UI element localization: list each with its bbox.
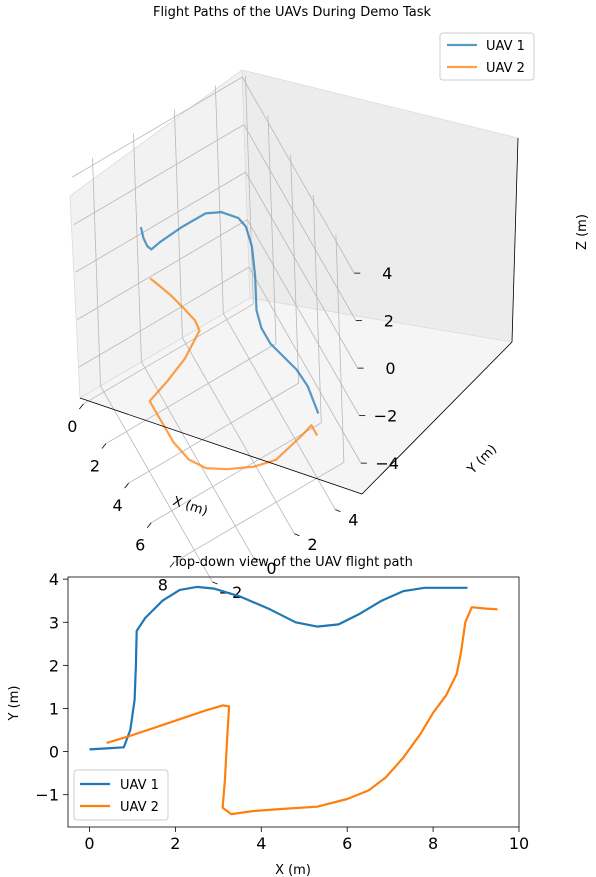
chart-3d-title: Flight Paths of the UAVs During Demo Tas… xyxy=(153,5,432,20)
x-axis-label-2d: X (m) xyxy=(275,863,311,877)
y-tick-mark xyxy=(253,557,259,561)
legend-3d: UAV 1 UAV 2 xyxy=(439,32,535,81)
y-axis-line xyxy=(361,341,513,495)
y-tick-label-2d: 0 xyxy=(49,743,59,762)
x-tick-label-2d: 10 xyxy=(509,834,529,853)
chart-2d-title: Top-down view of the UAV flight path xyxy=(172,555,413,570)
grid-z-back xyxy=(241,76,355,274)
grid-x-back xyxy=(312,194,322,423)
grid-z-back xyxy=(248,266,362,464)
grid-x-back xyxy=(335,234,345,463)
x-tick-mark xyxy=(124,482,129,489)
x-tick-label: 4 xyxy=(113,496,123,515)
x-tick-label: 2 xyxy=(90,457,100,476)
grid-x-back xyxy=(244,75,254,304)
legend-2d: UAV 1 UAV 2 xyxy=(73,769,169,821)
path-2d-uav1 xyxy=(89,585,468,751)
y-tick-label: 4 xyxy=(348,511,358,530)
grid-y-floor xyxy=(223,313,336,510)
z-tick-label: 4 xyxy=(382,264,392,283)
grid-z-back xyxy=(246,219,360,416)
x-tick-mark xyxy=(169,562,175,568)
y-tick-mark xyxy=(212,581,218,585)
y-tick-label: 2 xyxy=(307,535,317,554)
grid-y-left xyxy=(92,157,101,386)
grid-3d xyxy=(72,75,362,583)
y-tick-label-2d: 4 xyxy=(49,570,59,589)
x-tick-mark xyxy=(79,403,84,410)
grid-y-left xyxy=(174,109,183,338)
legend-label-uav1-2d: UAV 1 xyxy=(120,778,159,793)
z-tick-label: −2 xyxy=(374,407,398,426)
grid-z-left xyxy=(78,266,250,368)
chart-3d: Flight Paths of the UAVs During Demo Tas… xyxy=(67,5,590,602)
grid-y-floor xyxy=(100,385,213,583)
x-tick-label: 8 xyxy=(158,575,168,594)
grid-y-floor xyxy=(182,337,295,534)
y-axis-label-3d: Y (m) xyxy=(464,442,500,478)
y-tick-label: 0 xyxy=(266,559,276,578)
x-tick-label-2d: 4 xyxy=(256,834,266,853)
z-tick-label: 2 xyxy=(384,312,394,331)
x-axis-label-3d: X (m) xyxy=(171,494,210,519)
z-axis-label-3d: Z (m) xyxy=(575,214,590,250)
grid-z-left xyxy=(72,76,243,178)
path-2d-uav2 xyxy=(106,606,498,816)
grid-y-floor xyxy=(141,361,254,559)
grid-x-back xyxy=(267,115,277,344)
grid-z-back xyxy=(245,171,358,369)
plot-frame-2d xyxy=(67,576,520,828)
x-tick-mark xyxy=(146,522,152,528)
y-tick-mark xyxy=(294,533,300,537)
path-3d-uav2 xyxy=(148,277,319,471)
z-tick-label: 0 xyxy=(385,359,395,378)
z-tick-label: −4 xyxy=(375,454,399,473)
x-axis-line xyxy=(79,397,363,495)
grid-z-back xyxy=(243,124,357,321)
y-tick-mark xyxy=(335,509,341,513)
ticks-2d: 0 2 4 6 8 10 −1 0 1 2 3 4 xyxy=(35,570,529,853)
y-tick-label-2d: −1 xyxy=(35,786,59,805)
grid-z-left xyxy=(77,219,248,320)
grid-y-left xyxy=(133,133,142,362)
chart-2d: Top-down view of the UAV flight path 0 2 4… xyxy=(7,555,529,877)
x-tick-label: 0 xyxy=(67,417,77,436)
plot-area-2d xyxy=(89,585,498,816)
grid-x-floor xyxy=(83,303,254,405)
x-tick-label-2d: 8 xyxy=(428,834,438,853)
path-3d-uav1 xyxy=(139,211,320,414)
grid-z-left xyxy=(73,124,245,225)
x-tick-label-2d: 6 xyxy=(342,834,352,853)
grid-x-floor xyxy=(128,382,299,484)
y-tick-label-2d: 2 xyxy=(49,656,59,675)
x-tick-label-2d: 0 xyxy=(84,834,94,853)
y-tick-label-2d: 3 xyxy=(49,613,59,632)
legend-label-uav1: UAV 1 xyxy=(486,39,525,54)
z-axis-line xyxy=(511,137,519,343)
grid-z-left xyxy=(75,171,246,273)
back-pane xyxy=(241,69,519,343)
paths-3d xyxy=(139,211,320,471)
grid-x-floor xyxy=(105,343,277,444)
x-tick-mark xyxy=(101,443,107,449)
grid-x-floor xyxy=(173,461,345,563)
grid-x-floor xyxy=(151,422,322,524)
x-tick-label: 6 xyxy=(135,536,145,555)
x-tick-label-2d: 2 xyxy=(170,834,180,853)
grid-x-back xyxy=(290,155,300,384)
grid-y-left xyxy=(214,85,224,314)
legend-label-uav2-2d: UAV 2 xyxy=(120,800,159,815)
y-axis-label-2d: Y (m) xyxy=(7,686,22,722)
legend-label-uav2: UAV 2 xyxy=(486,61,525,76)
y-tick-label-2d: 1 xyxy=(49,699,59,718)
